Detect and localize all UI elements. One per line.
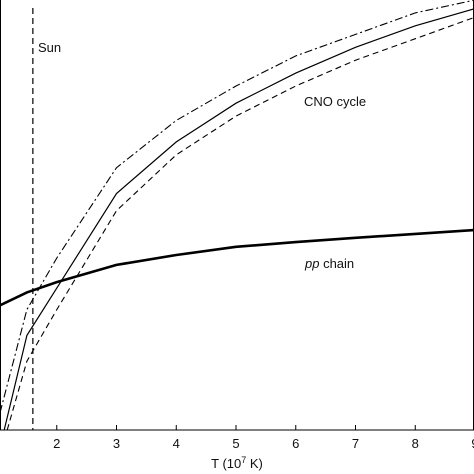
x-tick-label: 9 — [471, 436, 474, 451]
x-tick-label: 3 — [113, 436, 120, 451]
x-tick-label: 4 — [173, 436, 180, 451]
series-line — [3, 8, 474, 431]
x-tick-label: 5 — [232, 436, 239, 451]
xlabel-exp: 7 — [241, 455, 246, 465]
xlabel-base: T (10 — [211, 456, 241, 471]
x-tick-label: 6 — [292, 436, 299, 451]
series-line — [0, 228, 474, 307]
xlabel-unit: K) — [246, 456, 263, 471]
x-tick-label: 1 — [0, 436, 1, 451]
pp-label: pp chain — [304, 256, 354, 271]
x-axis-label: T (107 K) — [211, 455, 263, 471]
x-tick-label: 2 — [53, 436, 60, 451]
cno-label: CNO cycle — [304, 94, 366, 109]
pp-rest: chain — [319, 256, 354, 271]
pp-italic: pp — [304, 256, 319, 271]
x-tick-label: 8 — [412, 436, 419, 451]
x-tick-label: 7 — [352, 436, 359, 451]
series-line — [0, 0, 474, 413]
sun-label: Sun — [38, 40, 61, 55]
series-line — [6, 16, 474, 431]
